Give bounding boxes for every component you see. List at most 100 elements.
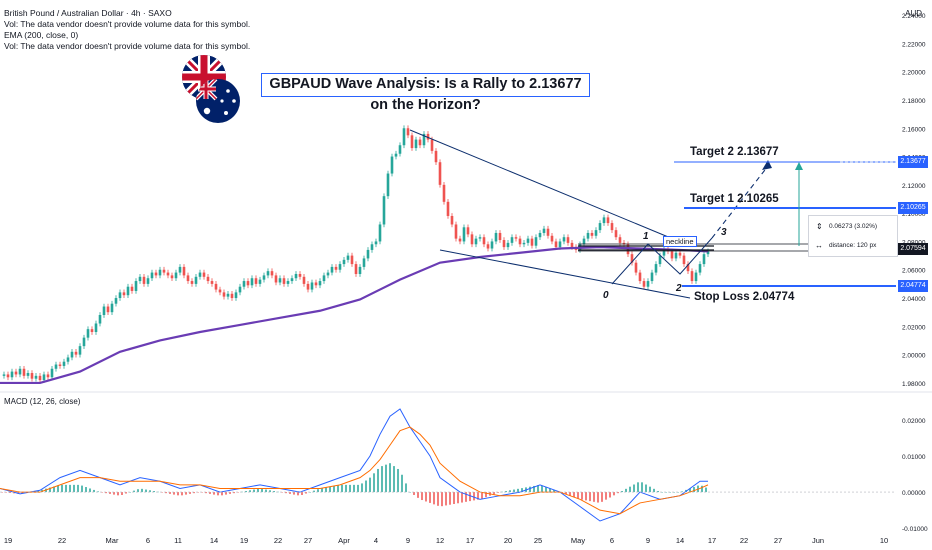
macd-histogram-bar [113,492,115,495]
candle-body [470,234,474,245]
macd-histogram-bar [453,492,455,504]
candle-body [306,283,310,290]
candle-body [630,254,634,263]
macd-histogram-bar [217,492,219,496]
candle-body [438,162,442,185]
macd-histogram-bar [189,492,191,494]
macd-histogram-bar [369,477,371,493]
candle-body [398,145,402,154]
candle-body [62,361,66,366]
macd-histogram-bar [81,485,83,493]
candle-body [490,241,494,249]
candle-body [294,273,298,279]
macd-histogram-bar [169,492,171,494]
candle-body [330,266,334,273]
macd-histogram-bar [105,492,107,494]
candle-body [646,281,650,287]
candle-body [522,242,526,245]
neckline-label[interactable]: neckline [663,236,697,247]
macd-histogram-bar [253,489,255,493]
macd-histogram-bar [213,492,215,495]
macd-histogram-bar [449,492,451,505]
currency-unit[interactable]: AUD [905,9,922,18]
candle-body [162,269,166,273]
macd-histogram-bar [545,487,547,493]
macd-histogram-bar [233,492,235,494]
candle-body [678,252,682,256]
macd-histogram-bar [209,492,211,494]
macd-histogram-bar [497,492,499,493]
macd-histogram-bar [681,491,683,493]
macd-histogram-bar [173,492,175,495]
candle-body [506,242,510,248]
stop-loss-label[interactable]: Stop Loss 2.04774 [694,291,795,303]
macd-histogram-bar [305,492,307,494]
candle-body [494,232,498,242]
candle-body [454,224,458,239]
candle-body [610,223,614,231]
candle-body [126,286,130,296]
macd-histogram-bar [137,489,139,493]
macd-histogram-bar [529,486,531,493]
candle-body [354,264,358,274]
candle-body [558,241,562,248]
candle-body [254,278,258,284]
macd-histogram-bar [649,486,651,493]
candle-body [462,227,466,242]
candle-body [130,286,134,291]
ema-200-line [0,246,709,385]
candle-body [602,217,606,224]
candle-body [410,135,414,149]
candle-body [286,281,290,284]
wedge-lower-line [439,249,691,299]
measure-change: 0.06273 (3.02%) [829,223,878,230]
macd-histogram-bar [317,489,319,493]
candle-body [702,254,706,265]
candle-body [150,272,154,279]
candle-body [406,128,410,136]
candle-body [434,150,438,163]
macd-histogram-bar [133,490,135,493]
candle-body [642,281,646,287]
ema-legend[interactable]: EMA (200, close, 0) [4,30,79,40]
candle-body [118,292,122,299]
macd-histogram-bar [553,489,555,493]
price-axis: 2.240002.220002.200002.180002.160002.140… [902,13,926,388]
macd-histogram-bar [37,490,39,493]
candle-body [158,269,162,276]
macd-histogram-bar [405,483,407,493]
macd-histogram-bar [377,468,379,493]
macd-legend[interactable]: MACD (12, 26, close) [4,397,81,406]
macd-histogram-bar [165,492,167,494]
candle-body [658,255,662,265]
macd-histogram-bar [141,488,143,493]
volume-note-2: Vol: The data vendor doesn't provide vol… [4,41,251,51]
time-tick-label: 17 [466,536,474,545]
candle-body [290,278,294,282]
candle-body [86,329,90,338]
candle-body [142,276,146,284]
candle-body [534,237,538,246]
time-tick-label: 19 [4,536,12,545]
measure-arrowhead [795,162,803,170]
macd-histogram-bar [605,492,607,500]
symbol-line[interactable]: British Pound / Australian Dollar · 4h ·… [4,8,172,18]
macd-histogram-bar [289,492,291,494]
target1-label[interactable]: Target 1 2.10265 [690,193,779,205]
candle-body [274,275,278,283]
candle-body [430,139,434,151]
macd-histogram-bar [385,464,387,493]
candle-body [138,276,142,282]
candle-body [674,252,678,259]
macd-histogram-bar [601,492,603,502]
time-tick-label: 9 [646,536,650,545]
macd-histogram-bar [329,486,331,493]
target2-label[interactable]: Target 2 2.13677 [690,146,779,158]
macd-histogram-bar [57,485,59,493]
macd-histogram-bar [413,492,415,495]
candle-body [202,272,206,277]
time-tick-label: 20 [504,536,512,545]
candle-body [50,368,54,378]
analysis-title[interactable]: GBPAUD Wave Analysis: Is a Rally to 2.13… [261,73,590,113]
volume-note: Vol: The data vendor doesn't provide vol… [4,19,251,29]
